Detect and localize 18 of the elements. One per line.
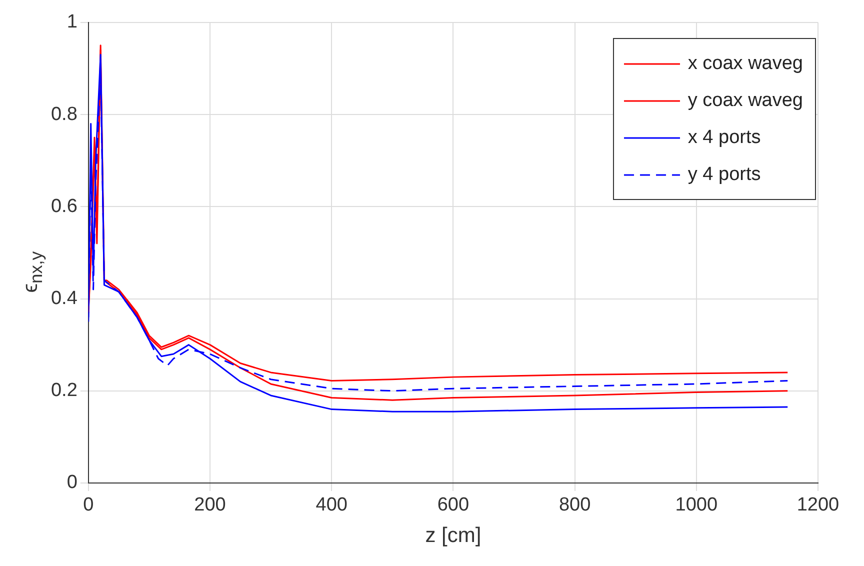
y-tick-label: 0 [66,472,78,494]
y-tick-label: 1 [66,12,78,33]
x-tick-label: 600 [437,494,470,516]
x-tick-label: 1200 [796,494,840,516]
legend-label: y coax waveg [688,90,803,112]
y-tick-label: 0.8 [50,104,78,125]
x-axis-title: z [cm] [425,524,482,548]
y-tick-label: 0.4 [50,288,78,309]
y-tick-label: 0.6 [50,196,78,217]
legend-label: y 4 ports [688,164,761,186]
x-tick-label: 0 [83,494,94,516]
x-tick-label: 200 [194,494,226,516]
legend-label: x coax waveg [688,52,803,74]
x-tick-label: 800 [558,494,591,516]
legend-label: x 4 ports [688,126,761,148]
x-tick-label: 400 [316,494,348,516]
y-tick-label: 0.2 [50,380,78,402]
x-tick-label: 1000 [675,494,718,516]
